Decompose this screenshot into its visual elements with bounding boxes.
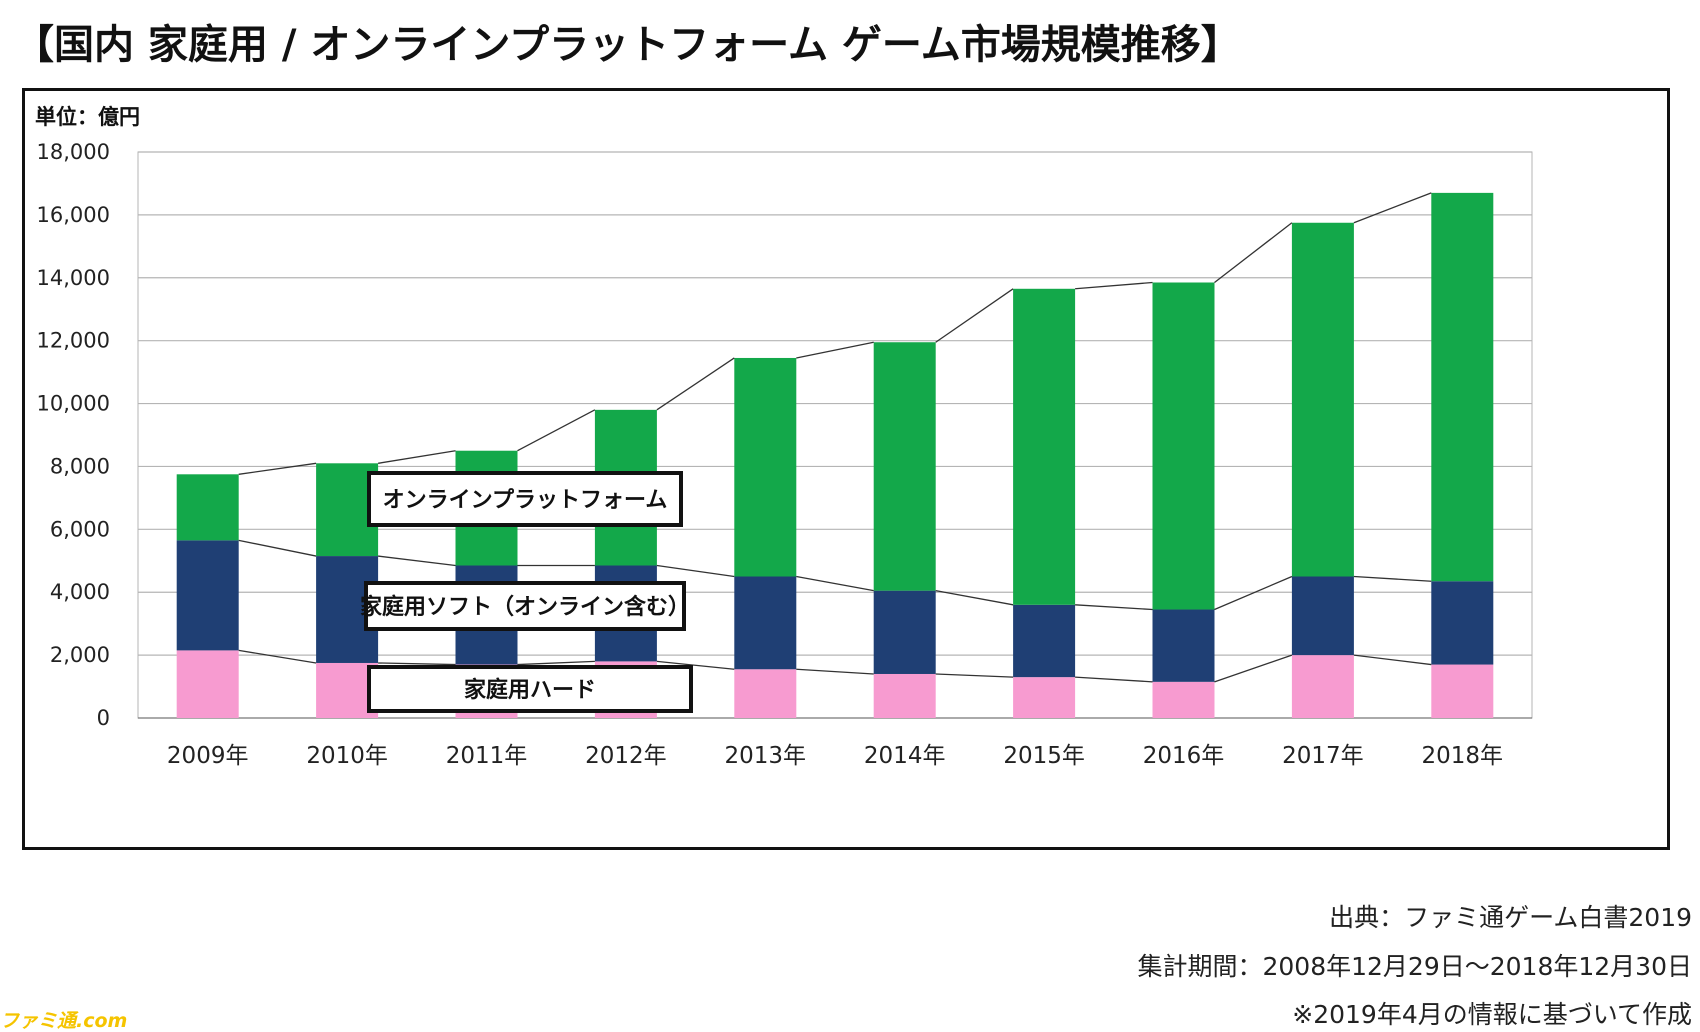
connector-line bbox=[238, 649, 317, 664]
bar-segment bbox=[176, 540, 239, 651]
bar-segment bbox=[1013, 604, 1076, 678]
y-tick-label: 6,000 bbox=[50, 517, 110, 541]
connector-line bbox=[796, 575, 874, 592]
connector-line bbox=[935, 673, 1014, 678]
y-tick-label: 0 bbox=[97, 706, 110, 730]
x-tick-label: 2014年 bbox=[864, 743, 946, 769]
y-tick-label: 10,000 bbox=[37, 392, 110, 416]
bar-segment bbox=[1013, 288, 1076, 605]
connector-line bbox=[517, 409, 596, 452]
connector-line bbox=[1353, 654, 1432, 666]
stacked-bar-chart: 0 2,000 4,000 6,000 8,000 10,000 12,000 14,000 1… bbox=[37, 140, 1533, 769]
bar-segment bbox=[734, 576, 797, 670]
bar-segment bbox=[1013, 677, 1076, 718]
bar-segment bbox=[176, 650, 239, 718]
connector-line bbox=[238, 462, 317, 475]
period-line: 集計期間：2008年12月29日～2018年12月30日 bbox=[1137, 952, 1693, 981]
bar-segment bbox=[176, 474, 239, 541]
connector-line bbox=[238, 539, 317, 557]
connector-line bbox=[935, 590, 1014, 606]
bar-segment bbox=[1152, 681, 1215, 718]
x-tick-label: 2016年 bbox=[1143, 743, 1225, 769]
x-tick-label: 2009年 bbox=[167, 743, 249, 769]
connector-line bbox=[656, 564, 735, 578]
x-tick-label: 2011年 bbox=[446, 743, 528, 769]
connector-line bbox=[1075, 604, 1153, 611]
connector-line bbox=[378, 662, 456, 666]
y-tick-label: 18,000 bbox=[37, 140, 110, 164]
chart-frame: 単位：億円 0 2,000 4,000 6,000 8,000 10,000 12,000 1… bbox=[22, 88, 1670, 850]
bar-segment bbox=[873, 590, 936, 674]
connector-line bbox=[1075, 281, 1153, 290]
source-line: 出典：ファミ通ゲーム白書2019 bbox=[1329, 903, 1692, 932]
famitsu-logo: ファミ通.com bbox=[0, 1010, 128, 1032]
connector-line bbox=[1353, 575, 1432, 582]
legend-label: 家庭用ハード bbox=[464, 677, 596, 703]
bar-segment bbox=[873, 673, 936, 718]
page-title: 【国内 家庭用 / オンラインプラットフォーム ゲーム市場規模推移】 bbox=[14, 22, 1241, 68]
bar-segment bbox=[1152, 609, 1215, 682]
connector-line bbox=[1075, 676, 1153, 683]
y-tick-label: 16,000 bbox=[37, 203, 110, 227]
connector-line bbox=[377, 450, 456, 464]
y-tick-label: 4,000 bbox=[50, 580, 110, 604]
connector-line bbox=[1214, 654, 1293, 683]
unit-label: 単位：億円 bbox=[35, 105, 140, 129]
y-tick-label: 2,000 bbox=[50, 643, 110, 667]
x-tick-label: 2013年 bbox=[725, 743, 807, 769]
y-tick-label: 12,000 bbox=[37, 329, 110, 353]
bar-segment bbox=[1291, 576, 1354, 656]
bar-segment bbox=[1152, 282, 1215, 610]
bar-segment bbox=[1431, 664, 1494, 718]
bar-segment bbox=[1291, 222, 1354, 577]
x-tick-label: 2017年 bbox=[1282, 743, 1364, 769]
x-tick-label: 2015年 bbox=[1003, 743, 1085, 769]
connector-line bbox=[935, 288, 1014, 343]
connector-line bbox=[1214, 222, 1293, 284]
x-tick-label: 2018年 bbox=[1422, 743, 1504, 769]
legend-box bbox=[367, 665, 693, 713]
connector-line bbox=[517, 660, 595, 666]
note-line: ※2019年4月の情報に基づいて作成 bbox=[1292, 1000, 1692, 1029]
x-tick-label: 2012年 bbox=[585, 743, 667, 769]
y-tick-label: 14,000 bbox=[37, 266, 110, 290]
bar-segment bbox=[1291, 655, 1354, 718]
bar-segment bbox=[1431, 192, 1494, 582]
connector-line bbox=[656, 357, 735, 411]
legend-box bbox=[367, 471, 683, 527]
x-tick-label: 2010年 bbox=[306, 743, 388, 769]
connector-line bbox=[1214, 575, 1293, 611]
legend-label: オンラインプラットフォーム bbox=[383, 488, 668, 513]
bar-segment bbox=[1431, 581, 1494, 665]
y-tick-label: 8,000 bbox=[50, 454, 110, 478]
connector-line bbox=[378, 555, 456, 567]
legend-label: 家庭用ソフト（オンライン含む） bbox=[360, 594, 690, 620]
connector-line bbox=[1353, 192, 1432, 224]
connector-line bbox=[796, 668, 874, 675]
bar-segment bbox=[873, 342, 936, 591]
bar-segment bbox=[734, 669, 797, 718]
bar-segment bbox=[734, 357, 797, 577]
connector-line bbox=[796, 341, 874, 359]
connector-line bbox=[656, 660, 735, 670]
legend-box bbox=[364, 581, 686, 631]
